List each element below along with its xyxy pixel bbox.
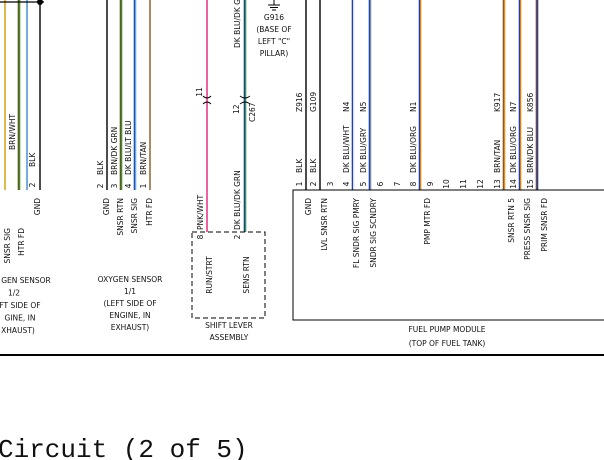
pin-function: PRIM SNSR FD xyxy=(540,198,549,252)
component-caption: OXYGEN SENSOR xyxy=(98,275,163,284)
pin-number: 1 xyxy=(139,183,148,188)
footer-title: Circuit (2 of 5) xyxy=(0,435,248,460)
pin-number: 12 xyxy=(232,104,241,114)
pin-function: SENS RTN xyxy=(242,256,251,293)
pin-number: 11 xyxy=(195,87,204,97)
component-caption: (LEFT SIDE OF xyxy=(103,299,156,308)
wire-color: DK BLU/WHT xyxy=(342,125,351,173)
wire-color: BLK xyxy=(295,158,304,173)
pin-number: 10 xyxy=(442,179,451,189)
pin-function: LVL SNSR RTN xyxy=(320,198,329,251)
wire-color: BLK xyxy=(28,152,37,167)
ground-location: LEFT "C" xyxy=(258,37,290,46)
pin-function: SNSR SIG xyxy=(130,198,139,234)
component-caption: FUEL PUMP MODULE xyxy=(408,325,485,334)
wire-color: BRN/DK GRN xyxy=(110,127,119,175)
pin-function: SNSR SIG xyxy=(3,228,12,264)
pin-function: RUN/STRT xyxy=(205,256,214,294)
wire-color: BLK xyxy=(309,158,318,173)
pin-number: 2 xyxy=(28,182,37,187)
pin-number: 8 xyxy=(409,181,418,186)
pin-number: 2 xyxy=(96,183,105,188)
pin-number: 12 xyxy=(476,179,485,189)
shift-lever-box xyxy=(191,231,266,319)
ground-id: G916 xyxy=(264,13,284,22)
pin-number: 4 xyxy=(124,183,133,188)
wire-color: BRN/DK BLU xyxy=(526,127,535,173)
pin-function: SNSR RTN xyxy=(116,198,125,236)
connector-id: C267 xyxy=(248,102,257,122)
component-caption: GINE, IN xyxy=(5,314,36,323)
component-caption: EXHAUST) xyxy=(111,323,149,332)
wire-color: BRN/WHT xyxy=(8,113,17,150)
pin-number: 5 xyxy=(359,181,368,186)
wire-color: DK BLU/GRY xyxy=(359,127,368,173)
pin-number: 14 xyxy=(509,179,518,189)
wire-color: PNK/WHT xyxy=(196,194,205,230)
ground-location: (BASE OF xyxy=(256,25,291,34)
fuel-pump-connector xyxy=(292,189,604,321)
circuit-number: K917 xyxy=(493,93,502,112)
circuit-number: N4 xyxy=(342,101,351,112)
splice xyxy=(37,0,43,5)
component-caption: FT SIDE OF xyxy=(0,301,41,310)
circuit-number: G109 xyxy=(309,92,318,112)
circuit-number: Z916 xyxy=(295,92,304,112)
circuit-number: N1 xyxy=(409,101,418,112)
pin-number: 3 xyxy=(110,183,119,188)
pin-function: HTR FD xyxy=(145,198,154,226)
component-caption: ASSEMBLY xyxy=(210,333,249,342)
wire-color: DK BLU/DK GRN xyxy=(233,170,242,230)
wire-color: DK BLU/DK GRN xyxy=(233,0,242,48)
pin-number: 3 xyxy=(326,181,335,186)
circuit-number: N5 xyxy=(359,101,368,112)
pin-function: SNSR RTN 5 xyxy=(507,198,516,243)
wire-color: BRN/TAN xyxy=(139,142,148,175)
inline-connectors xyxy=(202,95,251,105)
pin-number: 2 xyxy=(309,181,318,186)
ground-symbol xyxy=(268,0,280,11)
wire-color: BLK xyxy=(96,160,105,175)
wire-color: DK BLU/ORG xyxy=(409,126,418,173)
pin-number: 11 xyxy=(459,179,468,189)
pin-function: PRESS SNSR SIG xyxy=(523,198,532,260)
pin-function: FL SNDR SIG PMRY xyxy=(352,198,361,269)
pin-number: 2 xyxy=(233,234,242,239)
component-caption: 1/2 xyxy=(8,289,20,298)
pin-function: PMP MTR FD xyxy=(423,198,432,245)
circuit-number: K856 xyxy=(526,93,535,112)
pin-number: 7 xyxy=(393,181,402,186)
pin-number: 6 xyxy=(376,181,385,186)
component-caption: SHIFT LEVER xyxy=(205,321,253,330)
wire-color: DK BLU/LT BLU xyxy=(124,120,133,175)
component-caption: GEN SENSOR xyxy=(1,276,51,285)
component-caption: XHAUST) xyxy=(1,326,35,335)
ground-location: PILLAR) xyxy=(260,49,289,58)
pin-number: 4 xyxy=(342,181,351,186)
pin-number: 1 xyxy=(295,181,304,186)
circuit-number: N7 xyxy=(509,101,518,112)
pin-function: SNDR SIG SCNDRY xyxy=(369,198,378,268)
pin-function: HTR FD xyxy=(17,228,26,256)
pin-number: 9 xyxy=(426,181,435,186)
pin-number: 8 xyxy=(196,234,205,239)
wire-color: BRN/TAN xyxy=(493,140,502,173)
pin-function: GND xyxy=(33,198,42,215)
component-caption: ENGINE, IN xyxy=(109,311,150,320)
pin-function: GND xyxy=(304,198,313,215)
pin-number: 13 xyxy=(493,179,502,189)
wire-color: DK BLU/ORG xyxy=(509,126,518,173)
component-caption: 1/1 xyxy=(124,287,136,296)
pin-number: 15 xyxy=(526,179,535,189)
component-caption: (TOP OF FUEL TANK) xyxy=(409,339,486,348)
pin-function: GND xyxy=(102,198,111,215)
